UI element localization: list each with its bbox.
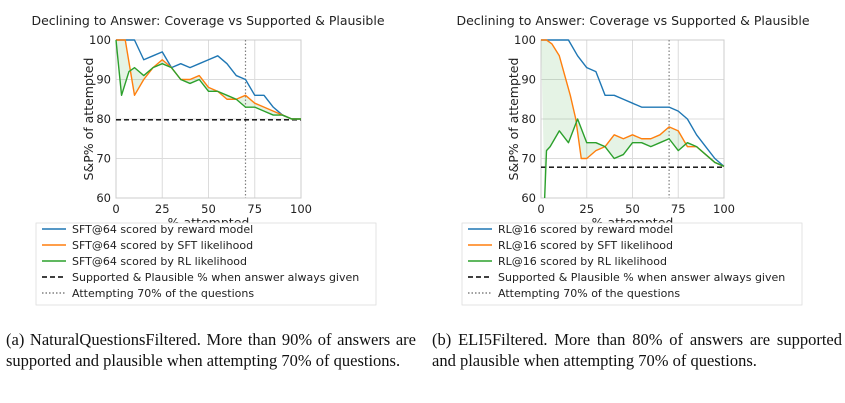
chart2-x-tick-label: 50 [625, 202, 640, 216]
chart1-legend-label-3: SFT@64 scored by RL likelihood [72, 255, 247, 268]
chart2-y-axis-label: S&P% of attempted [506, 58, 521, 181]
chart1-legend-label-5: Attempting 70% of the questions [72, 287, 254, 300]
chart2-x-tick-label: 0 [537, 202, 544, 216]
chart1-legend-box [35, 222, 377, 306]
chart2-x-tick-label: 75 [671, 202, 686, 216]
chart2-legend-label-2: RL@16 scored by SFT likelihood [498, 239, 673, 252]
chart1-x-tick-label: 25 [155, 202, 170, 216]
chart2-legend-label-3: RL@16 scored by RL likelihood [498, 255, 667, 268]
chart1-x-tick-label: 75 [247, 202, 262, 216]
chart1-series-line-2 [116, 39, 301, 120]
chart1-legend-label-4: Supported & Plausible % when answer alwa… [72, 271, 359, 284]
caption-b: (b) ELI5Filtered. More than 80% of answe… [432, 330, 842, 370]
chart1-y-tick-label: 100 [89, 33, 111, 47]
chart2-x-tick-label: 25 [579, 202, 594, 216]
caption-a: (a) NaturalQuestionsFiltered. More than … [6, 330, 416, 370]
chart1-y-tick-label: 80 [96, 112, 111, 126]
chart2-legend-label-4: Supported & Plausible % when answer alwa… [498, 271, 785, 284]
chart1-series-line-3 [115, 39, 301, 120]
chart1-title: Declining to Answer: Coverage vs Support… [31, 13, 384, 28]
chart2-y-tick-label: 70 [521, 152, 536, 166]
chart2-plot-frame [540, 39, 725, 199]
chart1-x-tick-label: 50 [201, 202, 216, 216]
chart2-y-tick-label: 100 [514, 33, 536, 47]
chart1-y-tick-label: 90 [96, 73, 111, 87]
chart1-series-line-1 [116, 39, 301, 120]
chart2-series-line-2 [541, 39, 725, 168]
chart1-y-tick-label: 70 [96, 152, 111, 166]
chart2-y-tick-label: 90 [521, 73, 536, 87]
chart2-legend-label-5: Attempting 70% of the questions [498, 287, 680, 300]
chart2-x-tick-label: 100 [713, 202, 735, 216]
chart2-series-line-3 [543, 118, 725, 199]
chart1-y-tick-label: 60 [96, 191, 111, 205]
chart2-y-tick-label: 80 [521, 112, 536, 126]
chart1-y-axis-label: S&P% of attempted [81, 58, 96, 181]
chart2-y-tick-label: 60 [521, 191, 536, 205]
chart2-legend-box [461, 222, 803, 306]
chart1-legend-label-1: SFT@64 scored by reward model [72, 223, 253, 236]
chart2-legend-label-1: RL@16 scored by reward model [498, 223, 673, 236]
chart1-x-tick-label: 100 [290, 202, 312, 216]
chart1-x-tick-label: 0 [112, 202, 119, 216]
chart1-legend-label-2: SFT@64 scored by SFT likelihood [72, 239, 253, 252]
chart2-series-line-1 [541, 39, 725, 167]
chart2-title: Declining to Answer: Coverage vs Support… [456, 13, 809, 28]
